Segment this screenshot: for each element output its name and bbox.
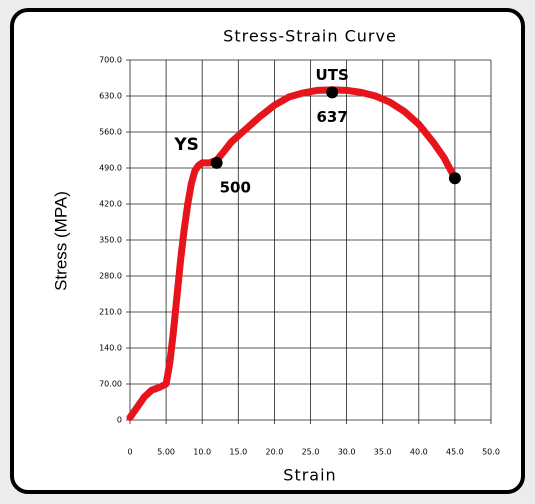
x-tick-label: 15.0	[229, 448, 247, 457]
stress-curve	[126, 86, 459, 421]
y-tick-label: 350.0	[99, 236, 122, 245]
x-tick-label: 10.0	[193, 448, 211, 457]
y-tick-label: 210.0	[99, 308, 122, 317]
chart-title: Stress-Strain Curve	[223, 27, 397, 46]
x-tick-label: 5.00	[157, 448, 175, 457]
y-tick-label: 700.0	[99, 56, 122, 65]
point-label: UTS	[316, 66, 349, 84]
point-label: YS	[173, 135, 199, 155]
point-marker	[326, 86, 339, 99]
point-value-label: 500	[220, 178, 251, 196]
x-tick-label: 45.0	[446, 448, 464, 457]
x-tick-label: 20.0	[265, 448, 283, 457]
x-tick-label: 50.0	[482, 448, 500, 457]
y-tick-label: 420.0	[99, 200, 122, 209]
y-tick-label: 70.00	[99, 380, 122, 389]
x-tick-label: 0	[127, 448, 132, 457]
x-tick-label: 25.0	[302, 448, 320, 457]
x-tick-label: 30.0	[338, 448, 356, 457]
panel	[10, 8, 525, 494]
x-tick-label: 35.0	[374, 448, 392, 457]
point-marker	[448, 172, 461, 185]
point-value-label: 637	[317, 108, 348, 126]
y-axis-label: Stress (MPA)	[51, 191, 70, 291]
point-marker	[210, 156, 223, 169]
y-tick-label: 630.0	[99, 92, 122, 101]
y-tick-label: 490.0	[99, 164, 122, 173]
y-tick-label: 0	[117, 416, 122, 425]
y-tick-label: 140.0	[99, 344, 122, 353]
x-tick-label: 40.0	[410, 448, 428, 457]
y-tick-label: 280.0	[99, 272, 122, 281]
y-tick-label: 560.0	[99, 128, 122, 137]
x-axis-label: Strain	[283, 466, 336, 485]
